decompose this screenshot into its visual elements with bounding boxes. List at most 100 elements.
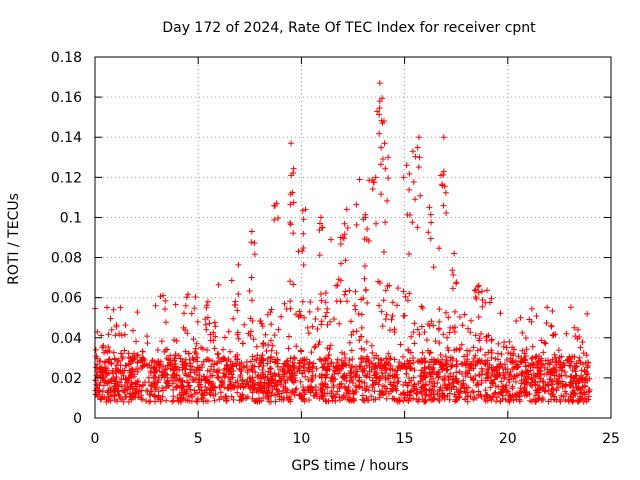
data-point bbox=[411, 381, 418, 388]
data-point bbox=[176, 391, 183, 398]
data-point bbox=[162, 319, 169, 326]
data-point bbox=[482, 398, 489, 405]
data-point bbox=[199, 363, 206, 370]
data-point bbox=[389, 312, 396, 319]
data-point bbox=[362, 287, 369, 294]
data-point bbox=[508, 394, 515, 401]
data-point bbox=[214, 351, 221, 358]
data-point bbox=[544, 366, 551, 373]
data-point bbox=[576, 333, 583, 340]
data-point bbox=[452, 375, 459, 382]
data-point bbox=[269, 342, 276, 349]
data-point bbox=[183, 388, 190, 395]
data-point bbox=[535, 395, 542, 402]
data-point bbox=[382, 370, 389, 377]
data-point bbox=[463, 384, 470, 391]
data-point bbox=[543, 320, 550, 327]
data-point bbox=[179, 378, 186, 385]
data-point bbox=[322, 374, 329, 381]
data-point bbox=[529, 343, 536, 350]
data-point bbox=[210, 383, 217, 390]
data-point bbox=[530, 377, 536, 384]
data-point bbox=[97, 357, 104, 364]
data-point bbox=[505, 349, 512, 356]
data-point bbox=[341, 231, 348, 238]
data-point bbox=[130, 350, 137, 357]
data-point bbox=[218, 358, 225, 365]
data-point bbox=[336, 367, 343, 374]
data-point bbox=[521, 392, 528, 399]
data-point bbox=[162, 383, 169, 390]
data-point bbox=[134, 352, 141, 359]
data-point bbox=[129, 353, 136, 360]
data-point bbox=[268, 337, 275, 344]
data-point bbox=[549, 332, 556, 339]
data-point bbox=[584, 310, 591, 317]
data-point bbox=[152, 302, 159, 309]
data-point bbox=[402, 293, 409, 300]
data-point bbox=[586, 375, 593, 382]
data-point bbox=[334, 356, 341, 363]
data-point bbox=[478, 371, 485, 378]
data-point bbox=[383, 355, 390, 362]
data-point bbox=[467, 329, 474, 336]
data-point bbox=[118, 375, 125, 382]
data-point bbox=[351, 302, 358, 309]
data-point bbox=[312, 343, 319, 350]
data-point bbox=[121, 331, 128, 338]
data-point bbox=[121, 389, 128, 396]
data-point bbox=[476, 337, 483, 344]
data-point bbox=[232, 301, 239, 308]
data-point bbox=[235, 261, 242, 268]
data-point bbox=[419, 305, 426, 312]
data-point bbox=[203, 304, 210, 311]
data-point bbox=[462, 362, 469, 369]
data-point bbox=[132, 380, 139, 387]
data-point bbox=[574, 385, 581, 392]
data-point bbox=[162, 297, 169, 304]
data-point bbox=[457, 384, 464, 391]
data-point bbox=[497, 360, 504, 367]
data-point bbox=[499, 392, 506, 399]
data-point bbox=[400, 174, 407, 181]
data-point bbox=[184, 330, 191, 337]
x-tick-label: 25 bbox=[602, 431, 620, 447]
data-point bbox=[278, 390, 285, 397]
data-point bbox=[274, 391, 281, 398]
data-point bbox=[581, 383, 588, 390]
data-point bbox=[548, 323, 555, 330]
data-point bbox=[179, 387, 186, 394]
data-point bbox=[338, 260, 345, 267]
data-point bbox=[296, 391, 303, 398]
data-point bbox=[173, 384, 180, 391]
data-point bbox=[488, 295, 495, 302]
data-point bbox=[337, 241, 344, 248]
data-point bbox=[512, 357, 519, 364]
data-point bbox=[411, 320, 418, 327]
data-point bbox=[298, 395, 305, 402]
data-point bbox=[436, 245, 443, 252]
data-point bbox=[233, 356, 240, 363]
data-point bbox=[418, 323, 425, 330]
data-point bbox=[388, 316, 395, 323]
data-point bbox=[503, 387, 510, 394]
data-point bbox=[191, 356, 198, 363]
data-point bbox=[482, 351, 489, 358]
data-point bbox=[204, 314, 211, 321]
data-point bbox=[525, 362, 532, 369]
data-point bbox=[518, 380, 525, 387]
data-point bbox=[394, 367, 401, 374]
y-tick-label: 0.02 bbox=[51, 371, 82, 387]
data-point bbox=[357, 333, 364, 340]
data-point bbox=[567, 373, 574, 380]
y-tick-label: 0.1 bbox=[60, 210, 82, 226]
data-point bbox=[134, 359, 141, 366]
data-point bbox=[472, 352, 479, 359]
data-point bbox=[119, 355, 126, 362]
data-point bbox=[248, 239, 255, 246]
data-point bbox=[341, 220, 348, 227]
data-point bbox=[551, 393, 558, 400]
data-point bbox=[329, 376, 336, 383]
data-point bbox=[449, 376, 456, 383]
data-point bbox=[559, 363, 566, 370]
